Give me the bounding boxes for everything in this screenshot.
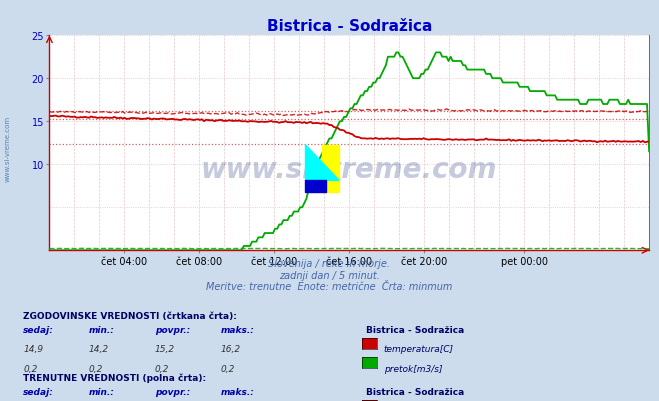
Text: 0,2: 0,2: [155, 364, 169, 373]
Text: www.si-vreme.com: www.si-vreme.com: [5, 115, 11, 181]
Text: 0,2: 0,2: [89, 364, 103, 373]
Text: 14,2: 14,2: [89, 344, 109, 353]
Title: Bistrica - Sodražica: Bistrica - Sodražica: [267, 18, 432, 34]
Text: ZGODOVINSKE VREDNOSTI (črtkana črta):: ZGODOVINSKE VREDNOSTI (črtkana črta):: [23, 311, 237, 320]
Text: povpr.:: povpr.:: [155, 325, 190, 334]
Text: 15,2: 15,2: [155, 344, 175, 353]
Polygon shape: [322, 146, 339, 193]
Text: zadnji dan / 5 minut.: zadnji dan / 5 minut.: [279, 270, 380, 280]
Text: TRENUTNE VREDNOSTI (polna črta):: TRENUTNE VREDNOSTI (polna črta):: [23, 373, 206, 382]
Text: sedaj:: sedaj:: [23, 325, 54, 334]
Text: min.:: min.:: [89, 387, 115, 396]
Text: www.si-vreme.com: www.si-vreme.com: [201, 155, 498, 183]
Text: Slovenija / reke in morje.: Slovenija / reke in morje.: [268, 259, 391, 269]
Text: 0,2: 0,2: [221, 364, 235, 373]
Text: maks.:: maks.:: [221, 387, 254, 396]
Text: pretok[m3/s]: pretok[m3/s]: [384, 364, 442, 373]
Text: maks.:: maks.:: [221, 325, 254, 334]
Text: 14,9: 14,9: [23, 344, 43, 353]
Text: sedaj:: sedaj:: [23, 387, 54, 396]
Text: min.:: min.:: [89, 325, 115, 334]
Text: 0,2: 0,2: [23, 364, 38, 373]
Text: temperatura[C]: temperatura[C]: [384, 344, 453, 353]
Text: Bistrica - Sodražica: Bistrica - Sodražica: [366, 325, 464, 334]
Text: Bistrica - Sodražica: Bistrica - Sodražica: [366, 387, 464, 396]
Text: Meritve: trenutne  Enote: metrične  Črta: minmum: Meritve: trenutne Enote: metrične Črta: …: [206, 281, 453, 291]
Text: povpr.:: povpr.:: [155, 387, 190, 396]
Polygon shape: [306, 146, 339, 181]
Text: 16,2: 16,2: [221, 344, 241, 353]
Polygon shape: [306, 181, 326, 193]
